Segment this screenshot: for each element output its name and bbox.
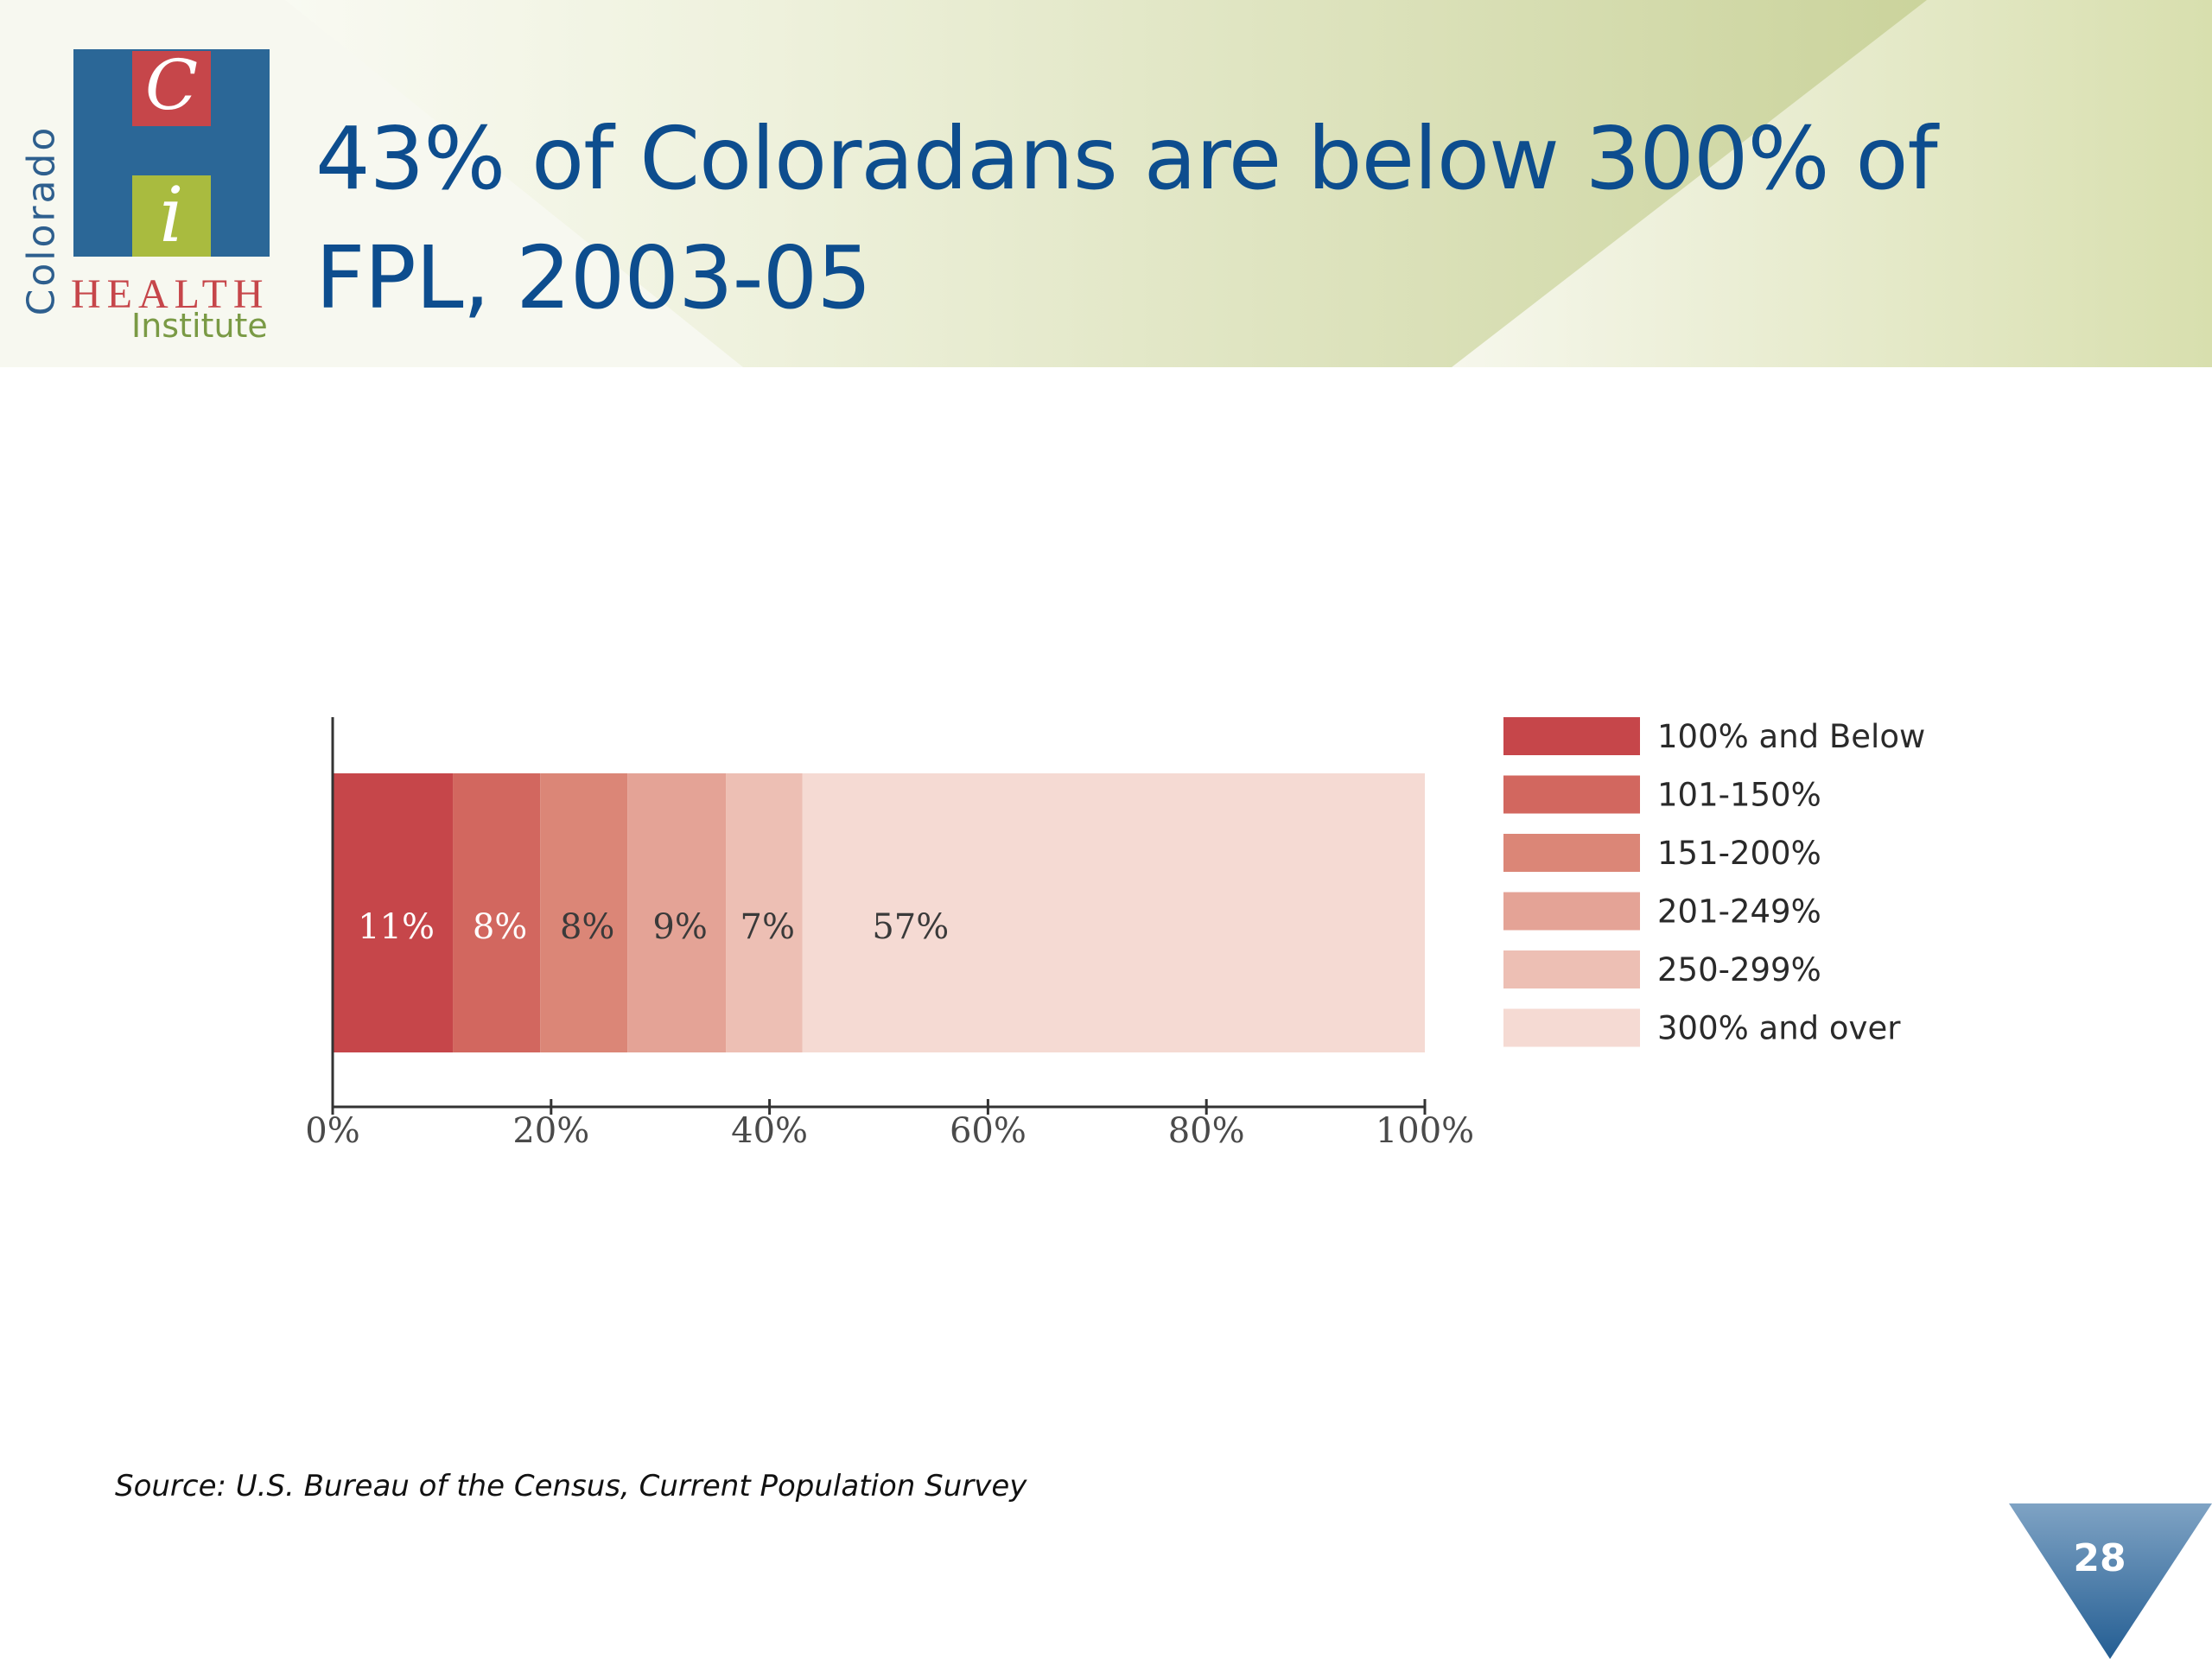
- legend-swatch: [1503, 834, 1640, 872]
- bar-segment: [802, 773, 1425, 1052]
- legend-label: 151-200%: [1657, 835, 1821, 872]
- x-tick-label: 80%: [1168, 1111, 1245, 1151]
- logo-i-block: i: [132, 175, 211, 257]
- bar-segment: [726, 773, 803, 1052]
- x-tick-label: 40%: [731, 1111, 808, 1151]
- data-label: 8%: [473, 907, 527, 947]
- bar-segment: [540, 773, 628, 1052]
- legend-label: 250-299%: [1657, 951, 1821, 988]
- axes: [331, 717, 1425, 1109]
- legend-label: 100% and Below: [1657, 718, 1925, 755]
- data-label: 7%: [741, 907, 795, 947]
- logo-c-block: C: [132, 51, 211, 126]
- bar-segment: [453, 773, 541, 1052]
- data-labels: 11% 8% 8% 9% 7% 57%: [358, 907, 949, 947]
- data-label: 57%: [872, 907, 949, 947]
- slide-title: 43% of Coloradans are below 300% of FPL,…: [315, 108, 1938, 328]
- colorado-health-institute-logo: Colorado C i HEALTH Institute: [0, 0, 285, 363]
- legend-label: 201-249%: [1657, 893, 1821, 931]
- page-number-badge: [2009, 1503, 2212, 1659]
- data-label: 11%: [358, 907, 435, 947]
- source-note: Source: U.S. Bureau of the Census, Curre…: [115, 1469, 1027, 1503]
- logo-health-text: HEALTH: [71, 271, 270, 317]
- bar-segment: [627, 773, 727, 1052]
- legend-label: 101-150%: [1657, 777, 1821, 814]
- legend: 100% and Below 101-150% 151-200% 201-249% 25…: [1503, 717, 1925, 1047]
- legend-swatch: [1503, 1008, 1640, 1047]
- data-label: 9%: [652, 907, 707, 947]
- page-number: 28: [2073, 1536, 2126, 1580]
- legend-swatch: [1503, 717, 1640, 755]
- data-label: 8%: [560, 907, 614, 947]
- x-tick-label: 0%: [305, 1111, 359, 1151]
- legend-swatch: [1503, 892, 1640, 931]
- x-tick-label: 60%: [950, 1111, 1027, 1151]
- x-tick-label: 100%: [1376, 1111, 1474, 1151]
- x-ticks: 0% 20% 40% 60% 80% 100%: [305, 1099, 1474, 1151]
- legend-label: 300% and over: [1657, 1010, 1901, 1047]
- logo-institute-text: Institute: [131, 307, 268, 345]
- header-banner: [0, 0, 2212, 367]
- bar-segments: [333, 773, 1425, 1052]
- legend-swatch: [1503, 950, 1640, 988]
- stacked-bar-chart: 11% 8% 8% 9% 7% 57% 0% 20% 40% 60% 80% 100% 100% a…: [305, 717, 1925, 1151]
- legend-swatch: [1503, 775, 1640, 814]
- bar-segment: [333, 773, 454, 1052]
- x-tick-label: 20%: [512, 1111, 589, 1151]
